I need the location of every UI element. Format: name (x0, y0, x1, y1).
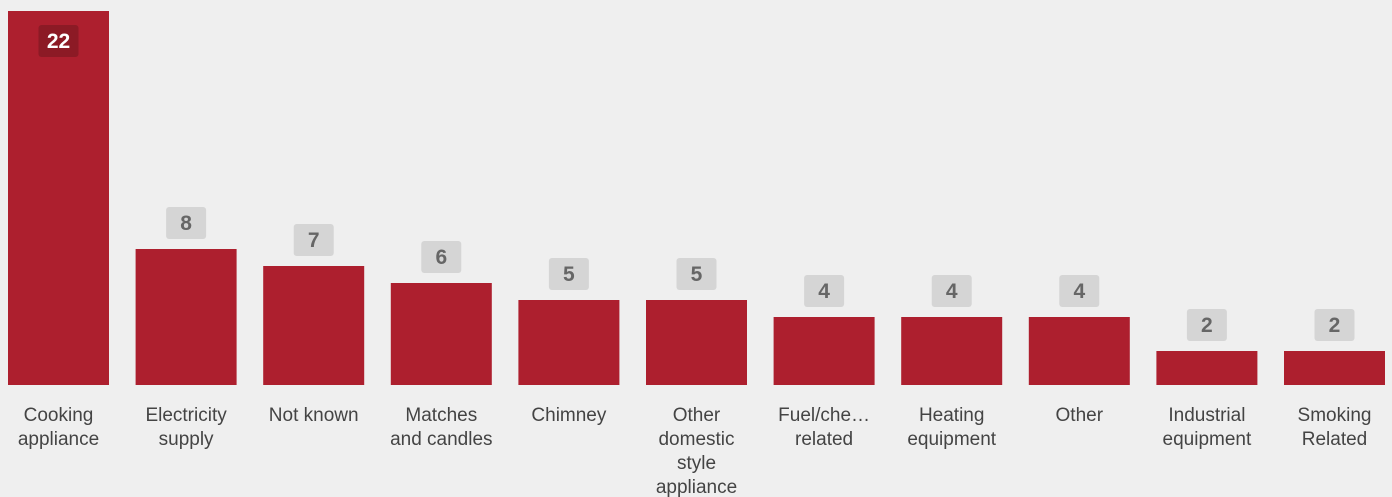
category-label-5-line-1: domestic (658, 429, 734, 450)
bar-7 (901, 317, 1003, 385)
bar-8 (1028, 317, 1130, 385)
category-label-7-line-1: equipment (907, 429, 996, 450)
data-label-box-3 (421, 241, 462, 273)
bar-3 (390, 283, 492, 385)
category-label-1-line-1: supply (159, 429, 214, 450)
category-label-0-line-0: Cooking (24, 405, 94, 426)
data-label-4: 5 (563, 263, 575, 286)
data-label-box-2 (293, 224, 334, 256)
data-label-box-4 (548, 258, 589, 290)
data-label-box-8 (1059, 275, 1100, 307)
category-label-3-line-1: and candles (390, 429, 492, 450)
data-label-box-10 (1314, 309, 1355, 341)
category-label-8-line-0: Other (1056, 405, 1104, 426)
bar-1 (135, 249, 237, 385)
data-label-box-0 (38, 25, 79, 57)
bar-5 (646, 300, 747, 385)
category-label-3-line-0: Matches (405, 405, 477, 426)
category-label-10-line-1: Related (1302, 429, 1368, 450)
data-label-box-9 (1186, 309, 1227, 341)
bar-2 (263, 266, 365, 385)
category-label-9-line-0: Industrial (1168, 405, 1245, 426)
data-label-0: 22 (47, 30, 70, 53)
bar-10 (1284, 351, 1385, 385)
category-label-2-line-0: Not known (269, 405, 359, 426)
data-label-2: 7 (308, 229, 320, 252)
bar-9 (1156, 351, 1258, 385)
category-label-5-line-0: Other (673, 405, 721, 426)
category-label-5-line-3: appliance (656, 477, 737, 497)
data-label-9: 2 (1201, 314, 1213, 337)
bar-0 (8, 11, 109, 385)
category-label-1-line-0: Electricity (145, 405, 227, 426)
category-label-6-line-1: related (795, 429, 853, 450)
category-label-6-line-0: Fuel/che… (778, 405, 870, 426)
bar-4 (518, 300, 620, 385)
data-label-10: 2 (1329, 314, 1341, 337)
category-label-4-line-0: Chimney (531, 405, 606, 426)
data-label-box-6 (804, 275, 845, 307)
data-label-8: 4 (1073, 280, 1085, 303)
bar-6 (773, 317, 875, 385)
category-label-0-line-1: appliance (18, 429, 99, 450)
data-label-6: 4 (818, 280, 830, 303)
data-label-box-5 (676, 258, 717, 290)
category-label-7-line-0: Heating (919, 405, 985, 426)
data-label-5: 5 (691, 263, 703, 286)
data-label-box-7 (931, 275, 972, 307)
data-label-3: 6 (435, 246, 447, 269)
category-label-10-line-0: Smoking (1298, 405, 1372, 426)
data-label-7: 4 (946, 280, 958, 303)
data-label-box-1 (166, 207, 207, 239)
category-label-5-line-2: style (677, 453, 716, 474)
data-label-1: 8 (180, 212, 192, 235)
category-label-9-line-1: equipment (1163, 429, 1252, 450)
